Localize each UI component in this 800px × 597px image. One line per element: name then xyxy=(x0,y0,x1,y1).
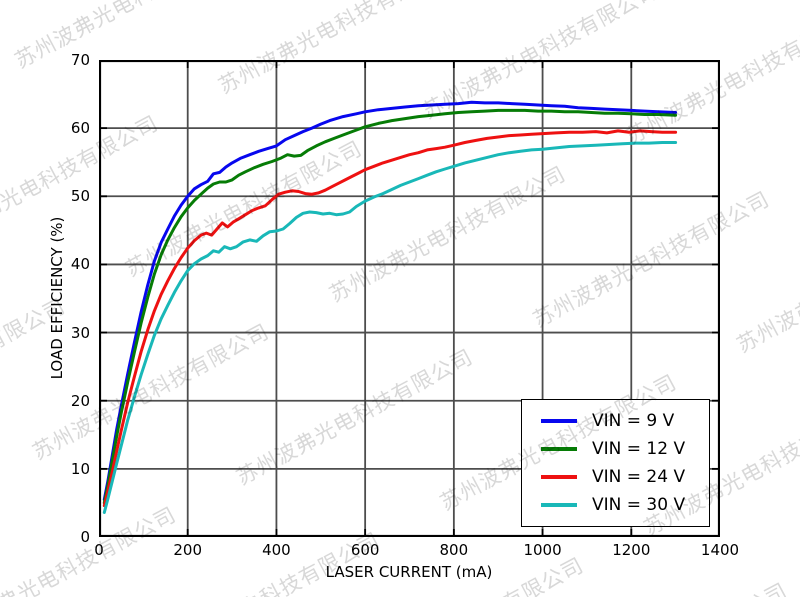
legend-line-swatch xyxy=(541,475,577,479)
x-axis-title: LASER CURRENT (mA) xyxy=(325,563,493,581)
y-axis-title: LOAD EFFICIENCY (%) xyxy=(48,216,66,380)
legend-label: VIN = 24 V xyxy=(592,467,686,487)
legend-line-swatch xyxy=(541,503,577,507)
x-tick-label: 0 xyxy=(94,541,104,559)
y-tick-label: 40 xyxy=(70,255,90,274)
x-tick-label: 1400 xyxy=(700,541,740,559)
legend-item-vin-9-v: VIN = 9 V xyxy=(522,411,709,431)
plot-border xyxy=(99,60,720,537)
legend-line-swatch xyxy=(541,419,577,423)
x-tick-label: 1200 xyxy=(612,541,651,559)
x-tick-label: 400 xyxy=(262,541,291,559)
legend-line-swatch xyxy=(541,447,577,451)
y-tick-label: 10 xyxy=(70,459,90,478)
x-tick-label: 1000 xyxy=(523,541,562,559)
x-tick-label: 200 xyxy=(173,541,203,559)
series-line-vin-9-v xyxy=(102,100,678,501)
x-tick-label: 800 xyxy=(439,541,469,559)
series-line-vin-24-v xyxy=(102,129,678,508)
series-line-vin-12-v xyxy=(102,108,678,505)
legend-item-vin-12-v: VIN = 12 V xyxy=(522,439,709,459)
legend-item-vin-24-v: VIN = 24 V xyxy=(522,467,709,487)
y-tick-label: 60 xyxy=(70,119,90,138)
x-tick-label: 600 xyxy=(350,541,380,559)
watermark-text: 苏州波弗光电科技有限公司 xyxy=(545,575,792,597)
y-tick-label: 30 xyxy=(70,323,90,342)
legend: VIN = 9 V VIN = 12 V VIN = 24 V VIN = 30 V xyxy=(521,399,710,527)
watermark-text: 苏州波弗光电科技有限公司 xyxy=(0,0,52,50)
legend-label: VIN = 30 V xyxy=(592,495,686,515)
watermark-text: 苏州波弗光电科技有限公司 xyxy=(732,212,800,358)
y-tick-label: 50 xyxy=(70,187,90,206)
legend-item-vin-30-v: VIN = 30 V xyxy=(522,495,709,515)
y-tick-label: 20 xyxy=(70,391,90,410)
plot-area: VIN = 9 V VIN = 12 V VIN = 24 V VIN = 30 V xyxy=(99,60,720,537)
legend-label: VIN = 9 V xyxy=(592,411,675,431)
y-tick-label: 0 xyxy=(80,528,90,546)
y-tick-label: 70 xyxy=(70,51,90,69)
series-line-vin-30-v xyxy=(102,141,678,514)
legend-label: VIN = 12 V xyxy=(592,439,686,459)
